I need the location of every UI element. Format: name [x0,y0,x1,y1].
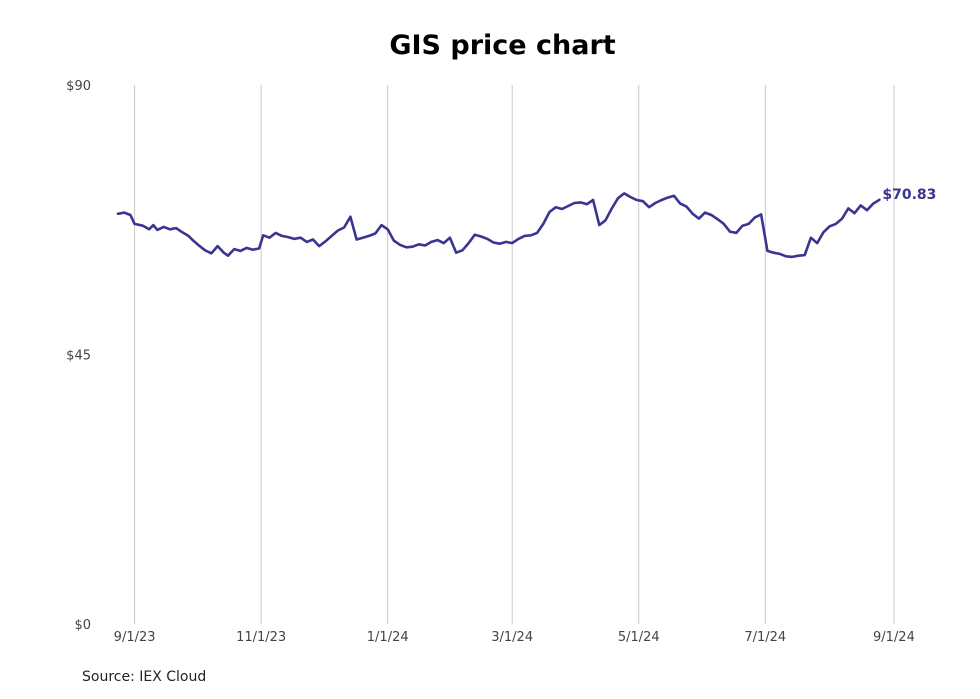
x-tick-label: 3/1/24 [491,630,533,645]
chart-title: GIS price chart [389,30,616,61]
y-axis-ticks: $0 $45 $90 [66,79,91,633]
last-price-label: $70.83 [882,187,936,203]
y-tick-label: $0 [74,618,91,633]
source-note: Source: IEX Cloud [82,669,207,685]
x-tick-label: 7/1/24 [744,630,786,645]
price-series-line [116,192,881,259]
grid-lines [134,85,895,624]
x-tick-label: 9/1/24 [873,630,915,645]
x-tick-label: 9/1/23 [114,630,156,645]
x-tick-label: 1/1/24 [367,630,409,645]
x-tick-label: 11/1/23 [236,630,286,645]
y-tick-label: $45 [66,349,91,364]
x-tick-label: 5/1/24 [618,630,660,645]
x-axis-ticks: 9/1/23 11/1/23 1/1/24 3/1/24 5/1/24 7/1/24 9/1… [114,630,915,645]
y-tick-label: $90 [66,79,91,94]
